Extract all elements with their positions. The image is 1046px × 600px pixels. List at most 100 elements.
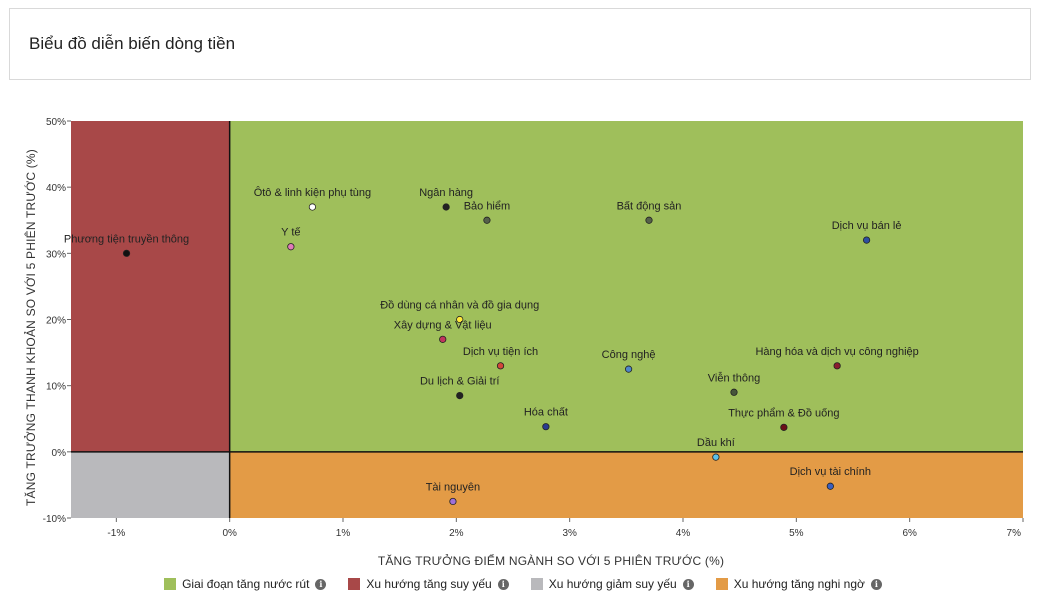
point-label: Ngân hàng xyxy=(419,187,473,199)
point-marker xyxy=(826,482,834,490)
data-point-du-lich-giai-tri: Du lịch & Giải trí xyxy=(420,376,499,400)
point-label: Bảo hiểm xyxy=(464,200,510,212)
quadrant-xu-huong-giam-suy-yeu xyxy=(71,451,230,518)
point-marker xyxy=(122,249,131,257)
quadrant-xu-huong-tang-nghi-ngo xyxy=(229,451,1023,518)
point-marker xyxy=(712,453,720,461)
data-point-xay-dung-vat-lieu: Xây dựng & Vật liệu xyxy=(394,319,492,343)
point-marker xyxy=(496,362,505,370)
x-tick-label: 3% xyxy=(562,528,577,539)
legend-label: Giai đoạn tăng nước rút xyxy=(182,577,310,591)
data-point-ngan-hang: Ngân hàng xyxy=(419,187,473,211)
point-label: Du lịch & Giải trí xyxy=(420,376,499,388)
data-point-dich-vu-tai-chinh: Dịch vụ tài chính xyxy=(790,466,871,490)
legend-swatch xyxy=(164,578,177,590)
point-label: Công nghệ xyxy=(602,349,656,361)
data-point-tai-nguyen: Tài nguyên xyxy=(426,481,480,506)
legend-swatch xyxy=(715,578,728,590)
data-point-cong-nghe: Công nghệ xyxy=(602,349,656,373)
x-tick-label: 0% xyxy=(222,528,237,539)
point-label: Ôtô & linh kiện phụ tùng xyxy=(254,186,371,199)
chart-title: Biểu đồ diễn biến dòng tiền xyxy=(29,34,236,53)
point-label: Dịch vụ tài chính xyxy=(790,466,871,478)
point-marker xyxy=(456,315,464,324)
point-marker xyxy=(542,423,550,431)
info-icon[interactable]: i xyxy=(682,578,694,590)
x-tick-label: 6% xyxy=(902,528,917,539)
point-marker xyxy=(456,391,464,400)
data-point-dich-vu-ban-le: Dịch vụ bán lẻ xyxy=(832,220,902,244)
y-tick-label: 40% xyxy=(46,183,66,194)
legend-item-weakening-downtrend[interactable]: Xu hướng giảm suy yếu i xyxy=(530,574,694,594)
data-points: Phương tiện truyền thông Ôtô & linh kiện … xyxy=(64,186,919,506)
data-point-y-te: Y tế xyxy=(281,227,301,251)
point-marker xyxy=(308,203,316,211)
data-point-hang-hoa-va-dich-vu-cong-nghiep: Hàng hóa và dịch vụ công nghiệp xyxy=(755,346,919,370)
axis-lines xyxy=(71,121,1023,518)
y-tick-label: 20% xyxy=(46,316,66,327)
data-point-bat-dong-san: Bất động sản xyxy=(617,200,682,224)
point-marker xyxy=(442,203,450,211)
point-marker xyxy=(439,335,447,343)
y-axis-label: TĂNG TRƯỞNG THANH KHOẢN SO VỚI 5 PHIÊN T… xyxy=(23,149,38,506)
legend-label: Xu hướng tăng suy yếu xyxy=(366,577,492,591)
x-tick-label: -1% xyxy=(107,528,125,539)
point-label: Xây dựng & Vật liệu xyxy=(394,319,492,331)
legend-label: Xu hướng tăng nghi ngờ xyxy=(733,577,865,591)
y-axis-ticks: 50% 40% 30% 20% 10% 0% -10% xyxy=(43,117,71,525)
point-label: Viễn thông xyxy=(708,371,760,384)
data-point-dich-vu-tien-ich: Dịch vụ tiện ích xyxy=(463,346,538,370)
x-tick-label: 4% xyxy=(676,528,691,539)
data-point-oto-linh-kien-phu-tung: Ôtô & linh kiện phụ tùng xyxy=(254,186,371,211)
info-icon[interactable]: i xyxy=(497,578,509,590)
point-label: Phương tiện truyền thông xyxy=(64,233,189,245)
cashflow-scatter-chart: -1% 0% 1% 2% 3% 4% 5% 6% 7% 50% 40% 30% 20% 10% 0% -10… xyxy=(23,117,1024,568)
point-label: Y tế xyxy=(281,227,300,239)
y-tick-label: 10% xyxy=(46,382,66,393)
info-icon[interactable]: i xyxy=(315,578,327,590)
quadrant-xu-huong-tang-suy-yeu xyxy=(71,121,230,452)
point-marker xyxy=(449,497,457,506)
legend-swatch xyxy=(348,578,361,590)
data-point-dau-khi: Dầu khí xyxy=(697,437,735,461)
y-tick-label: -10% xyxy=(43,514,66,525)
data-point-phuong-tien-truyen-thong: Phương tiện truyền thông xyxy=(64,233,189,257)
y-tick-label: 0% xyxy=(52,448,67,459)
point-label: Hàng hóa và dịch vụ công nghiệp xyxy=(755,346,918,358)
info-icon[interactable]: i xyxy=(870,578,882,590)
quadrant-giai-doan-tang-nuoc-rut xyxy=(229,121,1023,452)
chart-header: Biểu đồ diễn biến dòng tiền xyxy=(9,8,1031,80)
legend-swatch xyxy=(530,578,543,590)
data-point-hoa-chat: Hóa chất xyxy=(524,407,568,431)
x-tick-label: 1% xyxy=(336,528,351,539)
x-tick-label: 5% xyxy=(789,528,804,539)
point-label: Dịch vụ tiện ích xyxy=(463,346,538,358)
data-point-bao-hiem: Bảo hiểm xyxy=(464,200,510,224)
point-label: Thực phẩm & Đồ uống xyxy=(728,407,839,419)
point-marker xyxy=(730,388,738,396)
point-marker xyxy=(862,236,871,244)
x-axis-label: TĂNG TRƯỞNG ĐIỂM NGÀNH SO VỚI 5 PHIÊN TR… xyxy=(378,553,724,568)
data-point-thuc-pham-do-uong: Thực phẩm & Đồ uống xyxy=(728,407,840,431)
point-marker xyxy=(287,243,295,251)
point-label: Dầu khí xyxy=(697,437,735,449)
point-label: Bất động sản xyxy=(617,200,682,212)
x-axis-ticks: -1% 0% 1% 2% 3% 4% 5% 6% 7% xyxy=(107,518,1024,539)
point-marker xyxy=(483,216,491,224)
y-tick-label: 50% xyxy=(46,117,66,128)
x-tick-label: 2% xyxy=(449,528,464,539)
point-label: Hóa chất xyxy=(524,407,568,419)
data-point-do-dung-ca-nhan-va-do-gia-dung: Đồ dùng cá nhân và đồ gia dụng xyxy=(380,300,539,324)
legend-label: Xu hướng giảm suy yếu xyxy=(548,577,677,591)
quadrant-backgrounds xyxy=(71,121,1023,518)
chart-legend: Giai đoạn tăng nước rút i Xu hướng tăng … xyxy=(0,574,1046,594)
point-label: Đồ dùng cá nhân và đồ gia dụng xyxy=(380,300,539,312)
point-marker xyxy=(624,365,633,373)
legend-item-doubtful-uptrend[interactable]: Xu hướng tăng nghi ngờ i xyxy=(715,574,882,594)
point-marker xyxy=(645,216,653,224)
legend-item-sprint-uptrend[interactable]: Giai đoạn tăng nước rút i xyxy=(164,574,327,594)
legend-item-weakening-uptrend[interactable]: Xu hướng tăng suy yếu i xyxy=(348,574,509,594)
point-marker xyxy=(780,423,788,431)
y-tick-label: 30% xyxy=(46,249,66,260)
point-label: Dịch vụ bán lẻ xyxy=(832,220,902,232)
